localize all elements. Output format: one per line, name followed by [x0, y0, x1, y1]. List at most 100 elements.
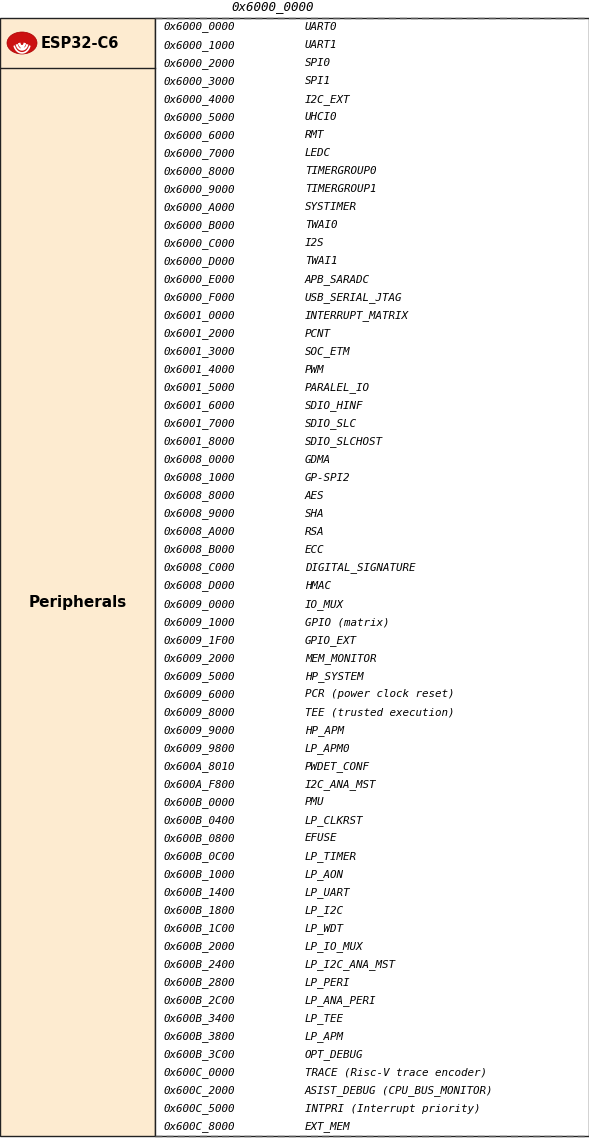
Text: OPT_DEBUG: OPT_DEBUG: [305, 1049, 363, 1061]
Text: RMT: RMT: [305, 130, 325, 140]
Text: PWM: PWM: [305, 365, 325, 374]
Text: 0x6000_F000: 0x6000_F000: [163, 292, 234, 303]
Text: SPI0: SPI0: [305, 59, 331, 68]
Text: 0x6000_1000: 0x6000_1000: [163, 39, 234, 51]
Text: INTERRUPT_MATRIX: INTERRUPT_MATRIX: [305, 310, 409, 321]
Text: APB_SARADC: APB_SARADC: [305, 274, 370, 285]
Text: LEDC: LEDC: [305, 148, 331, 158]
Text: 0x6000_4000: 0x6000_4000: [163, 94, 234, 104]
Text: 0x6000_B000: 0x6000_B000: [163, 220, 234, 231]
Text: RSA: RSA: [305, 527, 325, 537]
Text: 0x6001_2000: 0x6001_2000: [163, 328, 234, 339]
Text: LP_APM: LP_APM: [305, 1031, 344, 1042]
Ellipse shape: [7, 32, 37, 54]
Text: GP-SPI2: GP-SPI2: [305, 473, 350, 483]
Text: USB_SERIAL_JTAG: USB_SERIAL_JTAG: [305, 292, 402, 303]
Text: 0x600B_2400: 0x600B_2400: [163, 960, 234, 970]
Text: LP_APM0: LP_APM0: [305, 743, 350, 754]
Text: LP_CLKRST: LP_CLKRST: [305, 815, 363, 825]
Text: PMU: PMU: [305, 798, 325, 807]
Text: SPI1: SPI1: [305, 76, 331, 86]
Text: UART0: UART0: [305, 22, 337, 32]
Text: 0x6008_C000: 0x6008_C000: [163, 563, 234, 574]
Text: 0x6000_2000: 0x6000_2000: [163, 57, 234, 69]
Text: PCNT: PCNT: [305, 328, 331, 339]
Text: LP_IO_MUX: LP_IO_MUX: [305, 941, 363, 952]
Text: I2C_ANA_MST: I2C_ANA_MST: [305, 778, 376, 790]
Text: 0x600C_5000: 0x600C_5000: [163, 1103, 234, 1115]
Text: SDIO_HINF: SDIO_HINF: [305, 401, 363, 411]
Text: EFUSE: EFUSE: [305, 833, 337, 844]
Text: GDMA: GDMA: [305, 455, 331, 465]
Text: 0x6000_5000: 0x6000_5000: [163, 111, 234, 123]
Text: 0x600B_3800: 0x600B_3800: [163, 1031, 234, 1042]
Text: 0x6000_0000: 0x6000_0000: [231, 0, 313, 13]
Text: 0x6000_C000: 0x6000_C000: [163, 238, 234, 249]
Text: 0x600B_0C00: 0x600B_0C00: [163, 851, 234, 862]
Text: INTPRI (Interrupt priority): INTPRI (Interrupt priority): [305, 1104, 481, 1114]
Text: 0x6000_7000: 0x6000_7000: [163, 148, 234, 158]
Text: 0x6008_A000: 0x6008_A000: [163, 527, 234, 537]
Text: 0x6001_6000: 0x6001_6000: [163, 401, 234, 411]
Text: SYSTIMER: SYSTIMER: [305, 202, 357, 212]
Text: EXT_MEM: EXT_MEM: [305, 1122, 350, 1132]
Text: 0x6000_3000: 0x6000_3000: [163, 76, 234, 86]
Text: 0x6000_9000: 0x6000_9000: [163, 184, 234, 195]
Text: Peripherals: Peripherals: [28, 595, 127, 610]
Text: DIGITAL_SIGNATURE: DIGITAL_SIGNATURE: [305, 563, 415, 574]
Text: SDIO_SLCHOST: SDIO_SLCHOST: [305, 436, 383, 448]
Text: 0x6009_0000: 0x6009_0000: [163, 598, 234, 610]
Text: 0x600B_0800: 0x600B_0800: [163, 833, 234, 844]
Text: 0x600B_3400: 0x600B_3400: [163, 1014, 234, 1024]
Text: 0x600A_8010: 0x600A_8010: [163, 761, 234, 771]
Text: TWAI1: TWAI1: [305, 256, 337, 266]
Text: 0x6008_1000: 0x6008_1000: [163, 472, 234, 483]
Text: 0x600A_F800: 0x600A_F800: [163, 778, 234, 790]
Bar: [0, 18, 155, 1137]
Text: ECC: ECC: [305, 545, 325, 554]
Text: LP_PERI: LP_PERI: [305, 977, 350, 988]
Text: 0x6000_E000: 0x6000_E000: [163, 274, 234, 285]
Text: PARALEL_IO: PARALEL_IO: [305, 382, 370, 393]
Text: 0x6009_9000: 0x6009_9000: [163, 724, 234, 736]
Text: SOC_ETM: SOC_ETM: [305, 347, 350, 357]
Text: TEE (trusted execution): TEE (trusted execution): [305, 707, 455, 718]
Text: 0x6009_9800: 0x6009_9800: [163, 743, 234, 754]
Text: 0x6001_3000: 0x6001_3000: [163, 347, 234, 357]
Text: UART1: UART1: [305, 40, 337, 51]
Text: 0x6001_4000: 0x6001_4000: [163, 364, 234, 375]
Text: 0x6000_8000: 0x6000_8000: [163, 165, 234, 177]
Text: 0x6008_8000: 0x6008_8000: [163, 490, 234, 502]
Text: 0x6009_8000: 0x6009_8000: [163, 707, 234, 718]
Text: AES: AES: [305, 491, 325, 501]
Text: 0x6000_6000: 0x6000_6000: [163, 130, 234, 141]
Text: HP_APM: HP_APM: [305, 724, 344, 736]
Text: I2S: I2S: [305, 239, 325, 248]
Text: PWDET_CONF: PWDET_CONF: [305, 761, 370, 771]
Text: LP_TEE: LP_TEE: [305, 1014, 344, 1024]
Text: 0x6008_B000: 0x6008_B000: [163, 544, 234, 556]
Text: LP_AON: LP_AON: [305, 869, 344, 881]
Text: 0x600B_1800: 0x600B_1800: [163, 905, 234, 916]
Text: GPIO (matrix): GPIO (matrix): [305, 618, 389, 627]
Text: LP_I2C_ANA_MST: LP_I2C_ANA_MST: [305, 960, 396, 970]
Text: SHA: SHA: [305, 509, 325, 519]
Text: 0x600B_0400: 0x600B_0400: [163, 815, 234, 825]
Text: 0x600C_8000: 0x600C_8000: [163, 1122, 234, 1132]
Text: 0x6001_8000: 0x6001_8000: [163, 436, 234, 448]
Text: UHCI0: UHCI0: [305, 113, 337, 122]
Text: LP_UART: LP_UART: [305, 887, 350, 898]
Text: ESP32-C6: ESP32-C6: [41, 36, 120, 51]
Text: TRACE (Risc-V trace encoder): TRACE (Risc-V trace encoder): [305, 1068, 487, 1078]
Text: I2C_EXT: I2C_EXT: [305, 94, 350, 104]
Text: 0x6008_D000: 0x6008_D000: [163, 581, 234, 591]
Text: PCR (power clock reset): PCR (power clock reset): [305, 689, 455, 699]
Text: 0x6009_2000: 0x6009_2000: [163, 653, 234, 664]
Text: TIMERGROUP0: TIMERGROUP0: [305, 166, 376, 177]
Text: 0x6000_A000: 0x6000_A000: [163, 202, 234, 212]
Text: SDIO_SLC: SDIO_SLC: [305, 418, 357, 429]
Text: HMAC: HMAC: [305, 581, 331, 591]
Text: 0x6009_5000: 0x6009_5000: [163, 670, 234, 682]
Text: HP_SYSTEM: HP_SYSTEM: [305, 670, 363, 682]
Text: MEM_MONITOR: MEM_MONITOR: [305, 653, 376, 664]
